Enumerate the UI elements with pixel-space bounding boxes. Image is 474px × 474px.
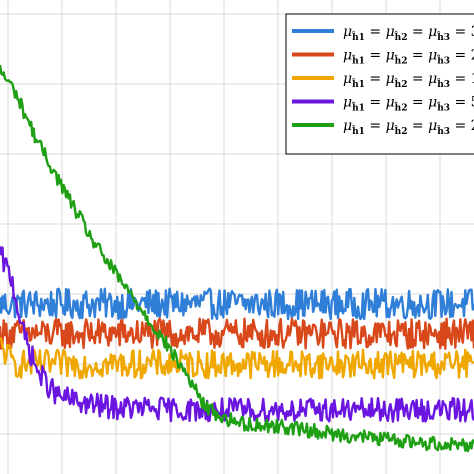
series-line-3 (0, 336, 474, 380)
series-line-5 (0, 64, 474, 453)
legend: μĥ1 = μĥ2 = μĥ3 = 3 μĥ1 = μĥ2 = μĥ3 = 2 … (285, 13, 474, 155)
legend-label-3: μĥ1 = μĥ2 = μĥ3 = 1 (343, 71, 474, 90)
series-line-4 (0, 246, 474, 423)
series-line-1 (0, 287, 474, 321)
series-lines (0, 64, 474, 453)
legend-label-5: μĥ1 = μĥ2 = μĥ3 = 2 (343, 118, 474, 137)
legend-label-2: μĥ1 = μĥ2 = μĥ3 = 2 (343, 48, 474, 67)
legend-label-4: μĥ1 = μĥ2 = μĥ3 = 5 (343, 95, 474, 114)
legend-box (285, 13, 474, 155)
legend-label-1: μĥ1 = μĥ2 = μĥ3 = 3 (343, 24, 474, 43)
series-line-2 (0, 317, 474, 350)
